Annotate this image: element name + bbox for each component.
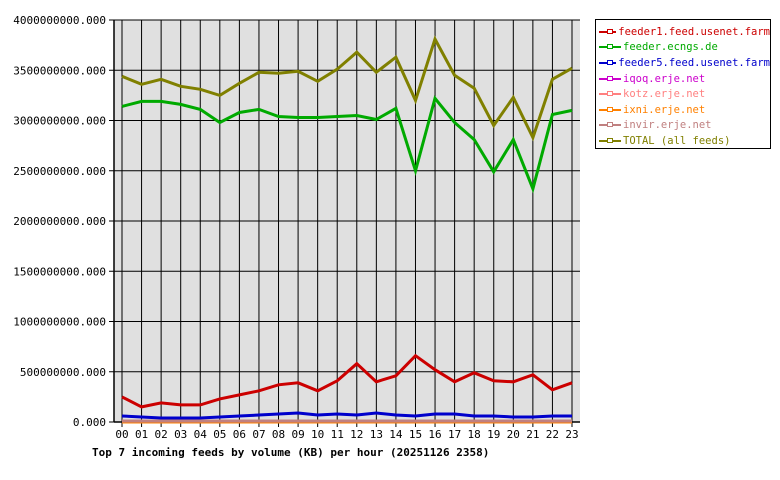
y-axis: 0.000 500000000.000 1000000000.000 15000000… — [13, 14, 115, 429]
x-tick-label: 22 — [546, 428, 559, 441]
legend-swatch-icon — [599, 89, 621, 99]
legend-swatch-icon — [599, 42, 621, 52]
y-tick-label: 2000000000.000 — [13, 215, 106, 228]
x-tick-label: 08 — [272, 428, 285, 441]
y-tick-label: 3500000000.000 — [13, 64, 106, 77]
x-tick-label: 03 — [174, 428, 187, 441]
legend-item: TOTAL (all feeds) — [596, 133, 770, 149]
legend-item: kotz.erje.net — [596, 86, 770, 102]
legend-swatch-icon — [599, 74, 621, 84]
legend-swatch-icon — [599, 120, 621, 130]
x-tick-label: 12 — [350, 428, 363, 441]
y-tick-label: 4000000000.000 — [13, 14, 106, 27]
y-tick-label: 2500000000.000 — [13, 165, 106, 178]
legend-label: TOTAL (all feeds) — [623, 134, 731, 147]
series-line-feeder5-feed-usenet-farm — [121, 411, 572, 420]
legend-item: invir.erje.net — [596, 118, 770, 134]
series-line-total-all-feeds- — [121, 35, 573, 142]
legend-label: iqoq.erje.net — [623, 72, 706, 85]
x-tick-label: 05 — [213, 428, 226, 441]
grid-lines — [109, 19, 580, 427]
x-tick-label: 13 — [370, 428, 383, 441]
x-tick-label: 16 — [428, 428, 441, 441]
series-line-feeder1-feed-usenet-farm — [121, 353, 573, 409]
y-tick-label: 3000000000.000 — [13, 115, 106, 128]
legend-label: ixni.erje.net — [623, 103, 706, 116]
x-tick-label: 21 — [526, 428, 539, 441]
legend-label: feeder1.feed.usenet.farm — [618, 25, 770, 38]
legend-swatch-icon — [599, 136, 621, 146]
x-tick-label: 02 — [155, 428, 168, 441]
legend-item: feeder5.feed.usenet.farm — [596, 55, 770, 71]
x-axis: 00 01 02 03 04 05 06 07 08 09 10 11 12 13 14 15 16 17 18 19… — [114, 421, 580, 441]
x-tick-label: 19 — [487, 428, 500, 441]
legend-label: feeder.ecngs.de — [623, 41, 718, 54]
legend-item: ixni.erje.net — [596, 102, 770, 118]
x-tick-label: 15 — [409, 428, 422, 441]
x-tick-label: 06 — [233, 428, 246, 441]
x-tick-label: 04 — [194, 428, 208, 441]
legend-item: feeder.ecngs.de — [596, 40, 770, 56]
x-tick-label: 11 — [331, 428, 344, 441]
legend-swatch-icon — [599, 58, 617, 68]
x-tick-label: 09 — [291, 428, 304, 441]
legend-label: feeder5.feed.usenet.farm — [618, 56, 770, 69]
x-tick-label: 23 — [565, 428, 578, 441]
y-tick-label: 1000000000.000 — [13, 316, 106, 329]
legend-item: feeder1.feed.usenet.farm — [596, 24, 770, 40]
x-tick-label: 07 — [252, 428, 265, 441]
legend-label: invir.erje.net — [623, 119, 712, 132]
legend: feeder1.feed.usenet.farm feeder.ecngs.de f… — [595, 19, 771, 149]
x-tick-label: 01 — [135, 428, 148, 441]
y-tick-label: 0.000 — [73, 416, 106, 429]
series-lines — [121, 35, 573, 424]
legend-swatch-icon — [599, 105, 621, 115]
y-tick-label: 500000000.000 — [20, 366, 106, 379]
x-tick-label: 17 — [448, 428, 461, 441]
legend-label: kotz.erje.net — [623, 88, 706, 101]
x-tick-label: 14 — [389, 428, 403, 441]
legend-swatch-icon — [599, 27, 617, 37]
chart-title: Top 7 incoming feeds by volume (KB) per … — [92, 446, 489, 459]
y-tick-label: 1500000000.000 — [13, 265, 106, 278]
x-tick-label: 00 — [115, 428, 128, 441]
x-tick-label: 18 — [468, 428, 481, 441]
legend-item: iqoq.erje.net — [596, 71, 770, 87]
x-tick-label: 20 — [507, 428, 520, 441]
x-tick-label: 10 — [311, 428, 324, 441]
series-line-feeder-ecngs-de — [121, 95, 573, 194]
